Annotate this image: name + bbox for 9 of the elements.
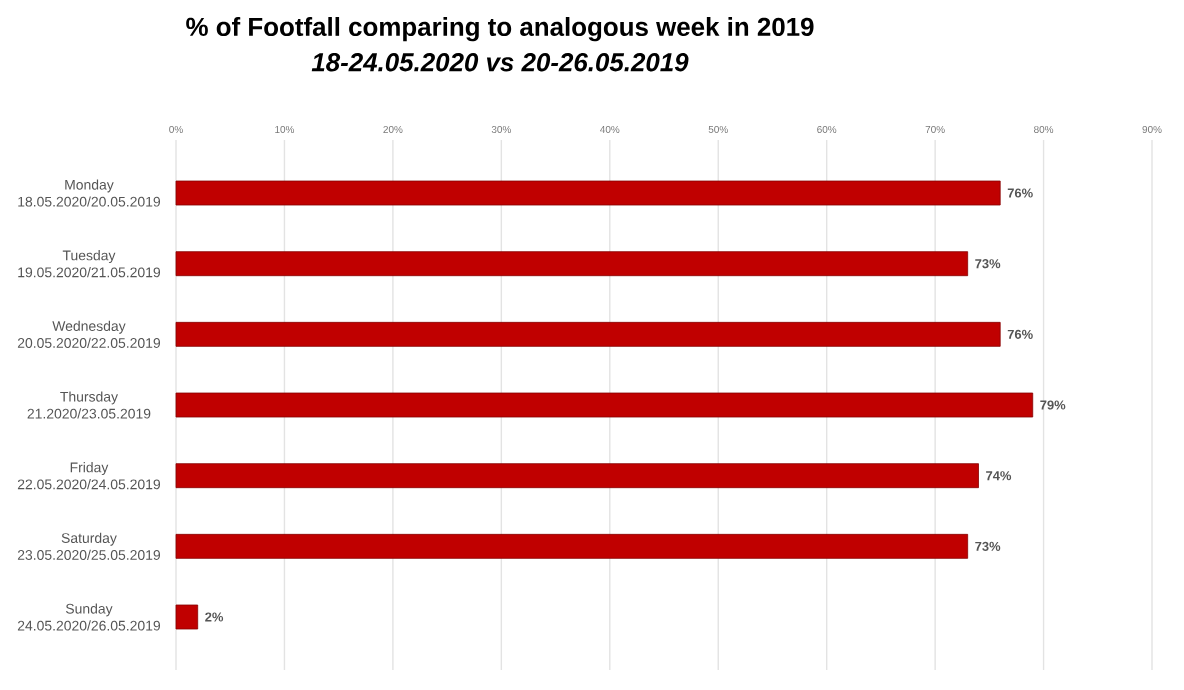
chart-subtitle: 18-24.05.2020 vs 20-26.05.2019 [311,53,689,72]
bar [175,533,969,559]
bar [175,463,979,489]
bar [175,604,199,630]
bar [175,321,1001,347]
bar [175,180,1001,206]
bar [175,251,969,277]
bar [175,392,1034,418]
chart-title: % of Footfall comparing to analogous week in 2019 [186,17,814,42]
